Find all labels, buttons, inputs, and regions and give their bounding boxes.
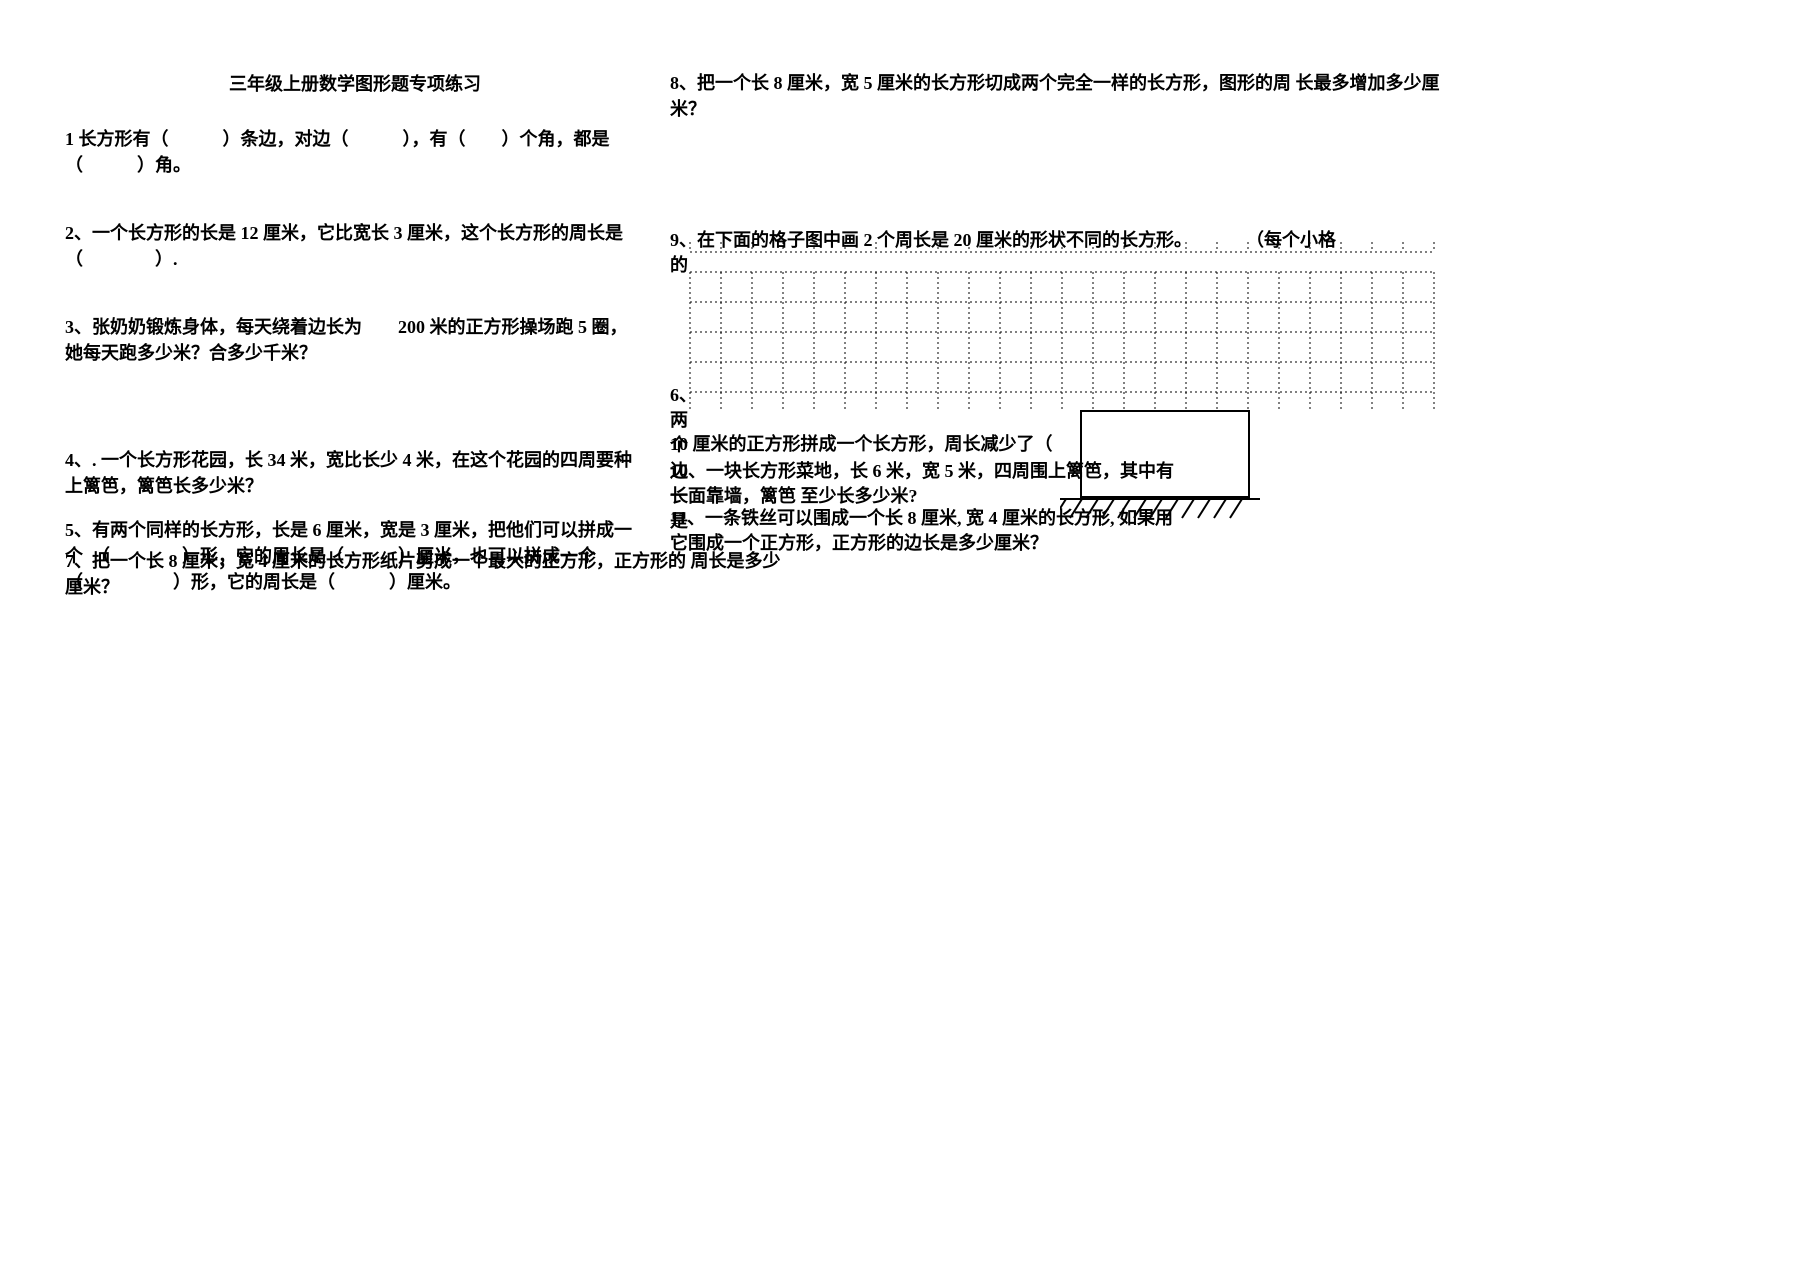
question-2: 2、一个长方形的长是 12 厘米，它比宽长 3 厘米，这个长方形的周长是（ ）.: [65, 220, 645, 272]
right-column: 8、把一个长 8 厘米，宽 5 厘米的长方形切成两个完全一样的长方形，图形的周 …: [670, 70, 1450, 232]
worksheet-page: 三年级上册数学图形题专项练习 1 长方形有（ ）条边，对边（ ），有（ ）个角，…: [0, 0, 1804, 1274]
ground-hatch: [1060, 498, 1260, 520]
question-4: 4、. 一个长方形花园，长 34 米，宽比长少 4 米，在这个花园的四周要种上篱…: [65, 447, 645, 499]
q6-part-a: 6、两: [670, 385, 697, 430]
question-8: 8、把一个长 8 厘米，宽 5 厘米的长方形切成两个完全一样的长方形，图形的周 …: [670, 70, 1450, 122]
wall-rectangle: [1080, 410, 1250, 498]
question-1: 1 长方形有（ ）条边，对边（ ），有（ ）个角，都是（ ）角。: [65, 126, 645, 178]
question-9-line2: 的: [670, 251, 688, 277]
page-title: 三年级上册数学图形题专项练习: [65, 70, 645, 96]
question-7: 7、把一个长 8 厘米，宽 4 厘米的长方形纸片剪成一个最大的正方形，正方形的 …: [65, 547, 785, 599]
drawing-grid: [688, 242, 1446, 412]
question-3: 3、张奶奶锻炼身体，每天绕着边长为 200 米的正方形操场跑 5 圈，她每天跑多…: [65, 314, 645, 366]
